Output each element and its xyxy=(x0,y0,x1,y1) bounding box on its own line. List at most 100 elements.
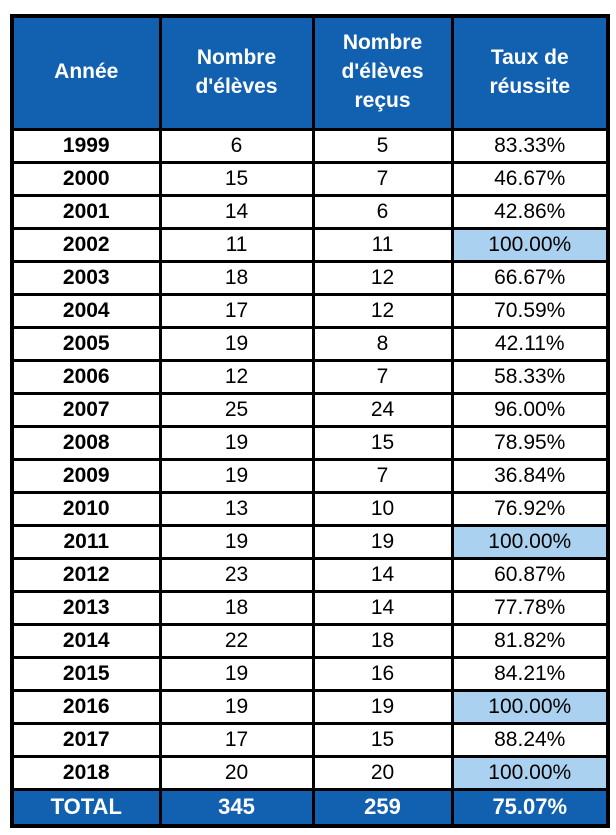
table-row: 2009 19 7 36.84% xyxy=(10,457,610,494)
rate-cell: 60.87% xyxy=(450,556,610,593)
header-annee: Année xyxy=(10,14,162,131)
students-cell: 13 xyxy=(158,490,315,527)
students-cell: 17 xyxy=(158,721,315,758)
total-row: TOTAL 345 259 75.07% xyxy=(10,787,610,828)
students-cell: 19 xyxy=(158,457,315,494)
students-cell: 19 xyxy=(158,688,315,725)
year-cell: 2018 xyxy=(10,754,162,791)
passed-cell: 15 xyxy=(311,721,454,758)
passed-cell: 8 xyxy=(311,325,454,362)
total-label-cell: TOTAL xyxy=(10,787,162,828)
year-cell: 2017 xyxy=(10,721,162,758)
rate-cell: 84.21% xyxy=(450,655,610,692)
students-cell: 19 xyxy=(158,424,315,461)
passed-cell: 12 xyxy=(311,259,454,296)
rate-cell: 78.95% xyxy=(450,424,610,461)
year-cell: 2014 xyxy=(10,622,162,659)
header-row: Année Nombre d'élèves Nombre d'élèves re… xyxy=(10,14,610,131)
year-cell: 2005 xyxy=(10,325,162,362)
results-table: Année Nombre d'élèves Nombre d'élèves re… xyxy=(10,14,610,828)
year-cell: 2003 xyxy=(10,259,162,296)
students-cell: 12 xyxy=(158,358,315,395)
rate-cell: 96.00% xyxy=(450,391,610,428)
rate-cell: 70.59% xyxy=(450,292,610,329)
passed-cell: 19 xyxy=(311,688,454,725)
students-cell: 19 xyxy=(158,325,315,362)
year-cell: 2016 xyxy=(10,688,162,725)
students-cell: 18 xyxy=(158,259,315,296)
passed-cell: 11 xyxy=(311,226,454,263)
year-cell: 2004 xyxy=(10,292,162,329)
header-taux-reussite: Taux de réussite xyxy=(450,14,610,131)
rate-cell: 100.00% xyxy=(450,688,610,725)
year-cell: 1999 xyxy=(10,127,162,164)
students-cell: 22 xyxy=(158,622,315,659)
header-nombre-eleves-recus: Nombre d'élèves reçus xyxy=(311,14,454,131)
passed-cell: 5 xyxy=(311,127,454,164)
total-rate-cell: 75.07% xyxy=(450,787,610,828)
table-row: 2016 19 19 100.00% xyxy=(10,688,610,725)
table-footer: TOTAL 345 259 75.07% xyxy=(10,787,610,828)
rate-cell: 100.00% xyxy=(450,226,610,263)
passed-cell: 19 xyxy=(311,523,454,560)
passed-cell: 20 xyxy=(311,754,454,791)
passed-cell: 24 xyxy=(311,391,454,428)
students-cell: 20 xyxy=(158,754,315,791)
students-cell: 15 xyxy=(158,160,315,197)
rate-cell: 66.67% xyxy=(450,259,610,296)
year-cell: 2000 xyxy=(10,160,162,197)
year-cell: 2006 xyxy=(10,358,162,395)
students-cell: 17 xyxy=(158,292,315,329)
rate-cell: 76.92% xyxy=(450,490,610,527)
table-row: 2006 12 7 58.33% xyxy=(10,358,610,395)
passed-cell: 7 xyxy=(311,160,454,197)
header-nombre-eleves: Nombre d'élèves xyxy=(158,14,315,131)
rate-cell: 83.33% xyxy=(450,127,610,164)
students-cell: 18 xyxy=(158,589,315,626)
passed-cell: 10 xyxy=(311,490,454,527)
rate-cell: 88.24% xyxy=(450,721,610,758)
passed-cell: 7 xyxy=(311,457,454,494)
rate-cell: 42.11% xyxy=(450,325,610,362)
year-cell: 2013 xyxy=(10,589,162,626)
table-row: 2015 19 16 84.21% xyxy=(10,655,610,692)
year-cell: 2011 xyxy=(10,523,162,560)
students-cell: 25 xyxy=(158,391,315,428)
table-row: 2002 11 11 100.00% xyxy=(10,226,610,263)
passed-cell: 6 xyxy=(311,193,454,230)
passed-cell: 18 xyxy=(311,622,454,659)
passed-cell: 12 xyxy=(311,292,454,329)
rate-cell: 81.82% xyxy=(450,622,610,659)
rate-cell: 46.67% xyxy=(450,160,610,197)
students-cell: 14 xyxy=(158,193,315,230)
students-cell: 11 xyxy=(158,226,315,263)
table-row: 2018 20 20 100.00% xyxy=(10,754,610,791)
rate-cell: 42.86% xyxy=(450,193,610,230)
table-row: 2008 19 15 78.95% xyxy=(10,424,610,461)
table-row: 2003 18 12 66.67% xyxy=(10,259,610,296)
year-cell: 2012 xyxy=(10,556,162,593)
passed-cell: 14 xyxy=(311,589,454,626)
table-body: 1999 6 5 83.33% 2000 15 7 46.67% 2001 14… xyxy=(10,127,610,791)
year-cell: 2015 xyxy=(10,655,162,692)
rate-cell: 100.00% xyxy=(450,523,610,560)
table-row: 2017 17 15 88.24% xyxy=(10,721,610,758)
passed-cell: 15 xyxy=(311,424,454,461)
table-header: Année Nombre d'élèves Nombre d'élèves re… xyxy=(10,14,610,131)
students-cell: 23 xyxy=(158,556,315,593)
students-cell: 19 xyxy=(158,523,315,560)
passed-cell: 7 xyxy=(311,358,454,395)
total-passed-cell: 259 xyxy=(311,787,454,828)
year-cell: 2002 xyxy=(10,226,162,263)
year-cell: 2010 xyxy=(10,490,162,527)
table-row: 2005 19 8 42.11% xyxy=(10,325,610,362)
table-row: 2007 25 24 96.00% xyxy=(10,391,610,428)
table-row: 2004 17 12 70.59% xyxy=(10,292,610,329)
table-row: 2000 15 7 46.67% xyxy=(10,160,610,197)
rate-cell: 100.00% xyxy=(450,754,610,791)
table-row: 1999 6 5 83.33% xyxy=(10,127,610,164)
passed-cell: 16 xyxy=(311,655,454,692)
table-row: 2010 13 10 76.92% xyxy=(10,490,610,527)
passed-cell: 14 xyxy=(311,556,454,593)
table-row: 2013 18 14 77.78% xyxy=(10,589,610,626)
